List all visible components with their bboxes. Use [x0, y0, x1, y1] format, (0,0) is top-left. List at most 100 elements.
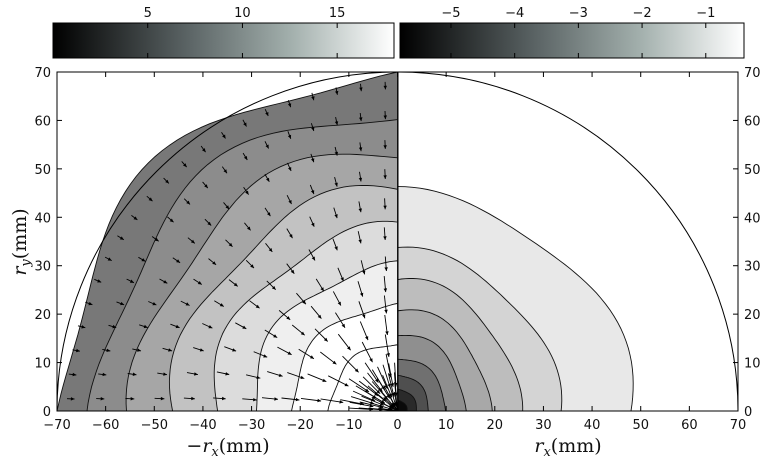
quiver-arrowhead [225, 372, 230, 376]
quiver-arrowhead [310, 355, 314, 359]
quiver-arrowhead [337, 301, 341, 306]
quiver-arrowhead [386, 394, 390, 399]
quiver-arrow [348, 407, 374, 410]
quiver-arrowhead [396, 411, 399, 415]
quiver-arrow [371, 381, 389, 401]
x-tick-label: −60 [92, 418, 119, 433]
quiver-arrowhead [311, 96, 315, 101]
quiver-arrowhead [382, 397, 387, 402]
quiver-arrowhead [265, 112, 269, 116]
quiver-arrowhead [402, 419, 406, 423]
quiver-arrowhead [369, 358, 373, 363]
quiver-arrowhead [384, 267, 388, 271]
quiver-arrowhead [120, 301, 125, 306]
quiver-arrowhead [372, 395, 377, 399]
quiver-arrow [359, 401, 384, 409]
quiver-arrowhead [97, 279, 102, 283]
quiver-arrowhead [253, 398, 257, 402]
quiver-arrowhead [175, 324, 180, 329]
quiver-arrowhead [394, 392, 398, 397]
quiver-arrowhead [383, 85, 387, 90]
quiver-arrow [350, 396, 375, 405]
quiver-arrow [387, 373, 395, 397]
quiver-arrowhead [72, 372, 77, 377]
quiver-arrowhead [362, 314, 366, 319]
quiver-arrowhead [256, 375, 261, 380]
quiver-arrowhead [100, 397, 105, 401]
quiver-arrowhead [202, 148, 206, 153]
x-axis-label-left: −rx(mm) [186, 435, 269, 460]
quiver-arrow [389, 405, 398, 411]
quiver-arrowhead [190, 239, 195, 244]
quiver-arrowhead [383, 205, 387, 210]
quiver-arrowhead [388, 373, 392, 378]
quiver-arrowhead [183, 163, 187, 168]
quiver-arrowhead [232, 348, 237, 352]
right-contour-band [398, 399, 408, 411]
quiver-arrow [384, 334, 390, 357]
quiver-arrowhead [320, 287, 324, 292]
quiver-arrowhead [359, 117, 363, 122]
quiver-arrow [391, 402, 398, 411]
quiver-arrowhead [112, 324, 117, 329]
quiver-arrowhead [287, 134, 292, 139]
quiver-arrowhead [132, 372, 137, 376]
quiver-arrowhead [384, 309, 388, 314]
quiver-arrowhead [354, 368, 359, 373]
y-tick-label-right: 10 [744, 357, 761, 372]
y-tick-label-left: 10 [34, 357, 51, 372]
quiver-arrowhead [396, 412, 400, 416]
quiver-arrowhead [311, 127, 315, 131]
quiver-arrowhead [383, 145, 387, 149]
quiver-arrowhead [311, 256, 315, 261]
quiver-arrowhead [391, 392, 395, 397]
colorbar-tick-label: 10 [234, 6, 251, 21]
y-tick-label-left: 40 [34, 211, 51, 226]
quiver-arrowhead [390, 403, 395, 408]
quiver-arrowhead [295, 397, 300, 402]
quiver-arrow [340, 399, 364, 405]
quiver-arrowhead [347, 346, 351, 351]
quiver-arrowhead [365, 336, 369, 341]
colorbar-tick-label: −4 [505, 6, 524, 21]
quiver-arrowhead [344, 383, 349, 387]
quiver-arrowhead [137, 348, 141, 352]
quiver-arrowhead [390, 383, 395, 387]
x-tick-label: 0 [393, 418, 401, 433]
quiver-arrowhead [374, 392, 379, 396]
quiver-arrowhead [176, 259, 181, 263]
quiver-arrowhead [199, 348, 204, 352]
quiver-arrowhead [317, 398, 322, 403]
quiver-arrowhead [271, 286, 276, 290]
quiver-arrowhead [154, 237, 159, 242]
quiver-arrowhead [365, 388, 369, 392]
quiver-arrowhead [311, 222, 315, 227]
quiver-arrowhead [323, 337, 328, 342]
quiver-arrowhead [385, 331, 389, 335]
quiver-arrowhead [358, 208, 362, 213]
quiver-arrowhead [322, 378, 327, 382]
x-tick-label: 70 [730, 418, 747, 433]
y-tick-label-right: 0 [744, 405, 752, 420]
quiver-arrowhead [384, 395, 388, 400]
quiver-arrowhead [107, 257, 112, 261]
quiver-arrowhead [376, 389, 381, 394]
quiver-arrowhead [302, 300, 306, 305]
quiver-arrowhead [334, 151, 338, 156]
x-tick-label: 40 [584, 418, 601, 433]
quiver-arrows [66, 81, 406, 423]
quiver-arrowhead [102, 372, 107, 377]
quiver-arrowhead [133, 216, 138, 220]
colorbar-tick-label: 15 [329, 6, 346, 21]
quiver-arrowhead [163, 280, 168, 284]
quiver-arrowhead [129, 279, 134, 283]
y-tick-label-right: 50 [744, 163, 761, 178]
quiver-arrowhead [204, 184, 208, 189]
quiver-arrowhead [339, 400, 344, 404]
quiver-arrow [342, 355, 359, 373]
x-tick-label: −20 [286, 418, 313, 433]
x-tick-label: −40 [189, 418, 216, 433]
right-domain-boundary [398, 72, 738, 411]
quiver-arrowhead [160, 396, 165, 401]
